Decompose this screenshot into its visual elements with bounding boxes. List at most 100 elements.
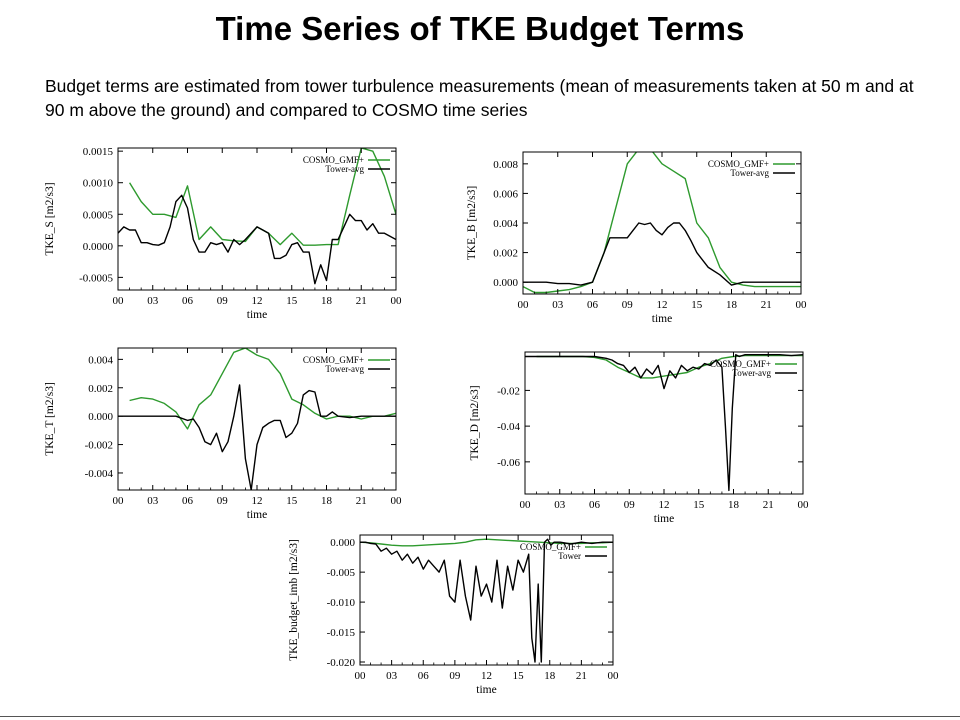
x-tick-label: 21 [356, 495, 367, 507]
y-tick-label: -0.002 [85, 440, 113, 452]
chart-tke-b: 00 03 06 09 12 15 18 21 00 0.008 0.006 0.004 0.002 0.… [462, 144, 815, 338]
chart-svg: 00 03 06 09 12 15 18 21 00 0.000 -0.005 -0.010 -0.01… [288, 534, 620, 696]
slide-subtitle: Budget terms are estimated from tower tu… [45, 76, 914, 120]
chart-tke-d: 00 03 06 09 12 15 18 21 00 -0.02 -0.04 -0.06 time TKE… [465, 344, 817, 538]
x-tick-label: 18 [321, 495, 333, 507]
x-axis-label: time [476, 684, 496, 696]
x-tick-label: 21 [576, 670, 587, 682]
y-tick-label: 0.008 [493, 159, 518, 171]
x-tick-label: 12 [252, 295, 263, 307]
y-tick-label: 0.0000 [83, 241, 114, 253]
series-line-1 [525, 353, 803, 492]
x-tick-label: 06 [418, 670, 430, 682]
y-tick-label: 0.002 [88, 383, 113, 395]
x-tick-label: 12 [481, 670, 492, 682]
x-tick-label: 12 [659, 499, 670, 511]
x-tick-label: 00 [113, 295, 125, 307]
x-tick-label: 03 [147, 495, 159, 507]
x-tick-label: 00 [113, 495, 125, 507]
x-tick-label: 00 [391, 295, 403, 307]
x-tick-label: 00 [520, 499, 532, 511]
chart-svg: 00 03 06 09 12 15 18 21 00 0.008 0.006 0.004 0.002 0.… [466, 151, 808, 325]
x-tick-label: 18 [321, 295, 333, 307]
x-tick-label: 09 [622, 299, 634, 311]
x-tick-label: 09 [449, 670, 461, 682]
x-tick-label: 00 [798, 499, 810, 511]
x-axis-label: time [247, 509, 267, 521]
y-tick-label: 0.004 [493, 218, 518, 230]
x-tick-label: 18 [728, 499, 740, 511]
y-axis-label: TKE_S [m2/s3] [44, 182, 56, 255]
y-tick-label: 0.004 [88, 354, 113, 366]
y-tick-label: -0.005 [327, 567, 356, 579]
x-tick-label: 09 [217, 495, 229, 507]
y-tick-label: 0.0010 [83, 178, 114, 190]
series-line-1 [118, 384, 396, 490]
legend-label: COSMO_GMF+ [708, 159, 769, 169]
y-axis-label: TKE_B [m2/s3] [466, 186, 478, 260]
x-tick-label: 18 [726, 299, 738, 311]
x-tick-label: 06 [587, 299, 599, 311]
y-tick-label: -0.04 [497, 421, 520, 433]
x-tick-label: 06 [182, 495, 194, 507]
x-axis-label: time [654, 513, 674, 525]
x-tick-label: 00 [518, 299, 530, 311]
x-tick-label: 21 [763, 499, 774, 511]
x-tick-label: 21 [761, 299, 772, 311]
y-tick-label: 0.000 [88, 411, 113, 423]
x-tick-label: 00 [796, 299, 808, 311]
y-axis-label: TKE_T [m2/s3] [44, 382, 56, 456]
x-tick-label: 00 [355, 670, 367, 682]
x-tick-label: 15 [513, 670, 525, 682]
x-tick-label: 00 [608, 670, 620, 682]
x-tick-label: 15 [286, 495, 298, 507]
y-tick-label: -0.015 [327, 627, 356, 639]
y-tick-label: -0.004 [85, 468, 114, 480]
y-tick-label: 0.002 [493, 248, 518, 260]
x-tick-label: 15 [691, 299, 703, 311]
legend-label: COSMO_GMF+ [520, 542, 581, 552]
chart-tke-s: 00 03 06 09 12 15 18 21 00 0.0015 0.0010 0.0005 0.00… [40, 140, 410, 334]
legend-label: Tower-avg [732, 368, 771, 378]
x-tick-label: 15 [693, 499, 705, 511]
x-tick-label: 21 [356, 295, 367, 307]
x-tick-label: 18 [544, 670, 556, 682]
x-tick-label: 00 [391, 495, 403, 507]
y-tick-label: -0.0005 [79, 272, 113, 284]
y-tick-label: -0.06 [497, 457, 520, 469]
legend-label: Tower-avg [325, 364, 364, 374]
x-tick-label: 03 [552, 299, 564, 311]
y-tick-label: 0.000 [493, 277, 518, 289]
y-tick-label: -0.020 [327, 657, 356, 669]
x-tick-label: 09 [624, 499, 636, 511]
x-tick-label: 15 [286, 295, 298, 307]
series-line-0 [523, 152, 801, 294]
series-line-1 [118, 194, 396, 285]
x-tick-label: 06 [182, 295, 194, 307]
x-tick-label: 03 [147, 295, 159, 307]
y-axis-label: TKE_budget_imb [m2/s3] [288, 539, 300, 661]
chart-tke-t: 00 03 06 09 12 15 18 21 00 0.004 0.002 0.000 -0.002 -… [40, 340, 410, 534]
chart-svg: 00 03 06 09 12 15 18 21 00 0.004 0.002 0.000 -0.002 -… [44, 347, 403, 521]
y-axis-label: TKE_D [m2/s3] [469, 385, 481, 460]
x-tick-label: 03 [554, 499, 566, 511]
legend-label: COSMO_GMF+ [303, 155, 364, 165]
series-line-1 [523, 222, 801, 286]
y-tick-label: 0.000 [330, 537, 355, 549]
x-tick-label: 03 [386, 670, 398, 682]
slide-title: Time Series of TKE Budget Terms [215, 10, 745, 47]
y-tick-label: -0.010 [327, 597, 356, 609]
legend-label: Tower [558, 551, 581, 561]
chart-tke-budget-imb: 00 03 06 09 12 15 18 21 00 0.000 -0.005 -0.010 -0.01… [284, 527, 627, 709]
x-tick-label: 06 [589, 499, 601, 511]
legend-label: COSMO_GMF+ [710, 359, 771, 369]
legend-label: Tower-avg [325, 164, 364, 174]
x-tick-label: 12 [657, 299, 668, 311]
bottom-rule [0, 716, 960, 717]
x-axis-label: time [652, 313, 672, 325]
chart-svg: 00 03 06 09 12 15 18 21 00 0.0015 0.0010 0.0005 0.00… [44, 146, 403, 321]
y-tick-label: 0.006 [493, 188, 518, 200]
x-tick-label: 12 [252, 495, 263, 507]
x-axis-label: time [247, 309, 267, 321]
y-tick-label: 0.0015 [83, 146, 114, 158]
